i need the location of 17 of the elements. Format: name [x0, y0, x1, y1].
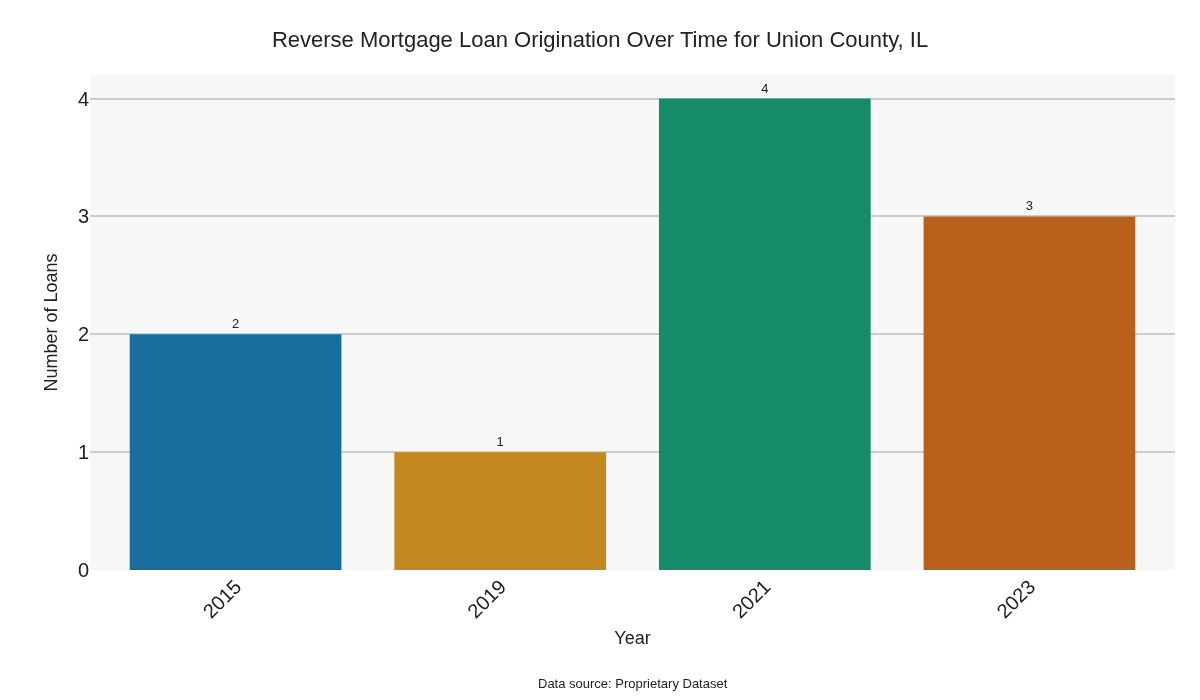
data-label: 4 — [761, 80, 769, 96]
data-label: 3 — [1025, 198, 1034, 214]
y-tick-label: 2 — [77, 323, 89, 346]
data-label: 1 — [496, 434, 504, 450]
chart-title: Reverse Mortgage Loan Origination Over Time for Union County, IL — [271, 26, 929, 52]
y-tick-label: 4 — [77, 87, 89, 110]
y-tick-label: 1 — [77, 441, 89, 464]
y-tick-label: 0 — [77, 559, 89, 581]
bar — [923, 216, 1136, 570]
source-note: Data source: Proprietary Dataset — [538, 676, 728, 691]
y-axis-title: Number of Loans — [41, 253, 62, 392]
x-axis-title: Year — [614, 628, 651, 649]
y-tick-label: 3 — [77, 205, 89, 228]
bar — [658, 98, 871, 570]
data-label: 2 — [231, 316, 240, 332]
bar — [129, 334, 342, 570]
bar — [394, 452, 607, 570]
